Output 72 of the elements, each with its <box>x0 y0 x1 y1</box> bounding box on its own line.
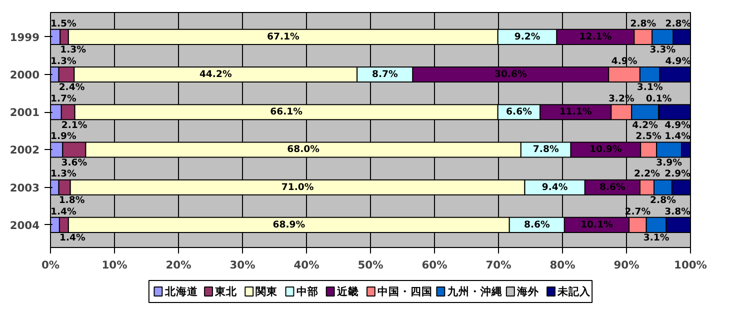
legend-label: 未記入 <box>556 285 592 298</box>
data-label: 2.8% <box>665 18 692 30</box>
data-label: 2.2% <box>634 168 661 180</box>
data-label: 3.1% <box>643 232 670 244</box>
legend-label: 中部 <box>296 285 318 298</box>
x-tick-label: 40% <box>294 258 320 272</box>
data-label: 44.2% <box>199 69 232 80</box>
data-label: 1.8% <box>58 195 86 206</box>
data-label: 2.4% <box>58 82 86 94</box>
y-tick-label: 2000 <box>10 68 40 82</box>
y-tick-label: 2004 <box>10 218 40 232</box>
data-label: 4.9% <box>665 56 692 67</box>
data-label: 3.3% <box>650 44 676 56</box>
data-label: 1.9% <box>50 131 78 142</box>
x-tick-label: 10% <box>102 258 128 272</box>
x-tick-label: 60% <box>422 258 448 272</box>
data-label: 10.1% <box>580 219 614 230</box>
data-label: 6.6% <box>506 106 533 118</box>
x-tick-label: 80% <box>550 258 576 272</box>
legend-label: 北海道 <box>164 285 199 298</box>
y-tick-label: 2001 <box>10 106 40 120</box>
x-tick-label: 100% <box>674 258 708 272</box>
legend-label: 中国・四国 <box>378 285 433 298</box>
x-tick-label: 90% <box>614 258 640 272</box>
data-label: 10.9% <box>590 144 623 156</box>
data-label: 1.7% <box>50 93 78 104</box>
x-tick-label: 30% <box>230 258 256 272</box>
data-label: 8.7% <box>372 69 398 80</box>
data-label: 2.5% <box>636 131 662 142</box>
y-tick-label: 2003 <box>10 181 40 194</box>
data-label: 11.1% <box>559 106 592 118</box>
data-label: 71.0% <box>281 182 314 193</box>
data-label: 2.9% <box>664 168 692 180</box>
legend-label: 近畿 <box>336 285 359 298</box>
x-tick-label: 70% <box>486 258 512 272</box>
data-label: 1.3% <box>50 168 78 180</box>
data-label: 7.8% <box>532 144 560 156</box>
data-label: 1.3% <box>60 44 87 56</box>
data-label: 1.4% <box>664 131 692 142</box>
data-label: 2.8% <box>650 195 677 206</box>
x-tick-label: 20% <box>166 258 192 272</box>
data-label: 68.9% <box>272 219 306 230</box>
data-label: 9.4% <box>542 182 568 193</box>
data-label: 4.2% <box>632 120 659 131</box>
data-label: 2.1% <box>61 120 88 131</box>
data-label: 9.2% <box>514 31 541 42</box>
data-label: 68.0% <box>287 144 320 156</box>
data-label: 8.6% <box>599 182 626 193</box>
data-label: 2.8% <box>630 18 657 30</box>
data-label: 67.1% <box>266 31 300 42</box>
legend-label: 関東 <box>256 285 279 298</box>
data-label: 1.5% <box>50 18 78 30</box>
x-tick-label: 50% <box>358 258 384 272</box>
legend-label: 東北 <box>214 285 238 298</box>
data-label: 1.3% <box>50 56 78 67</box>
y-tick-label: 1999 <box>10 30 40 44</box>
data-label: 0.1% <box>646 93 672 104</box>
data-label: 3.8% <box>664 206 692 218</box>
data-label: 12.1% <box>579 31 612 42</box>
legend-label: 九州・沖縄 <box>446 285 502 298</box>
data-label: 30.6% <box>494 69 528 80</box>
data-label: 1.4% <box>59 232 86 244</box>
data-label: 3.9% <box>656 157 683 168</box>
y-tick-label: 2002 <box>10 144 40 157</box>
x-tick-label: 0% <box>41 258 60 272</box>
data-label: 1.4% <box>50 206 78 218</box>
legend-label: 海外 <box>516 285 540 298</box>
data-label: 66.1% <box>270 106 304 118</box>
data-label: 3.6% <box>61 157 88 168</box>
data-label: 8.6% <box>524 219 550 230</box>
data-label: 4.9% <box>664 120 692 131</box>
data-label: 3.1% <box>636 82 664 94</box>
